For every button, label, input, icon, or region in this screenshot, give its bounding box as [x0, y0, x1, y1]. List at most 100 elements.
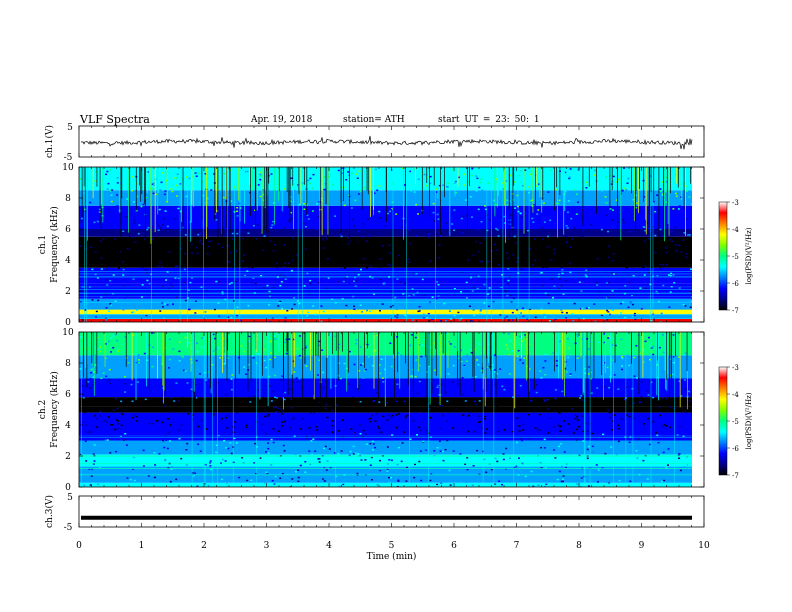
spectrum-speck — [497, 235, 500, 237]
spectrum-speck — [652, 396, 655, 399]
spectrum-speck — [385, 356, 387, 358]
spectrum-speck — [575, 363, 577, 365]
spectrum-speck — [646, 478, 649, 480]
spectrum-speck — [231, 299, 234, 301]
spectrum-speck — [431, 318, 434, 321]
spectrum-speck — [175, 184, 178, 187]
spectrum-speck — [96, 220, 99, 223]
spectrum-band — [79, 412, 692, 441]
spectrum-speck — [466, 297, 468, 299]
spectrum-speck — [338, 343, 341, 346]
spectrum-speck — [532, 221, 535, 223]
spectrum-speck — [231, 232, 234, 235]
spectrum-speck — [586, 430, 589, 432]
spectrum-speck — [503, 388, 506, 391]
spectrum-speck — [254, 442, 257, 445]
spectrum-speck — [341, 436, 344, 438]
spectrum-speck — [662, 451, 665, 454]
spectrum-speck — [368, 385, 371, 388]
spectrum-speck — [595, 433, 598, 435]
spectrum-speck — [544, 316, 547, 318]
spectrum-speck — [148, 282, 151, 285]
spectrum-speck — [99, 415, 102, 417]
spectrum-speck — [396, 336, 399, 338]
spectrum-speck — [440, 383, 443, 386]
spectrum-speck — [686, 190, 688, 192]
spectrum-speck — [365, 372, 368, 374]
spectrum-speck — [234, 421, 237, 423]
spectrum-speck — [124, 433, 127, 435]
spectrum-speck — [256, 244, 259, 246]
spectrum-speck — [94, 180, 97, 182]
spectrum-speck — [135, 209, 138, 212]
spectrum-speck — [221, 246, 224, 249]
time-tick-label: 4 — [326, 541, 332, 551]
spectrum-speck — [643, 423, 645, 425]
spectrum-speck — [271, 224, 274, 226]
spectrum-speck — [373, 400, 376, 402]
spectrum-speck — [131, 353, 134, 355]
spectrum-speck — [169, 282, 172, 284]
spectrum-speck — [378, 210, 381, 213]
spectrum-speck — [133, 222, 136, 224]
spectrum-speck — [137, 354, 140, 356]
spectrum-speck — [273, 463, 276, 465]
spectrum-speck — [331, 298, 334, 300]
spectrum-speck — [674, 226, 677, 228]
spectrum-speck — [229, 265, 232, 267]
spectrum-speck — [444, 391, 447, 394]
spectrum-speck — [609, 208, 612, 210]
spectrum-speck — [502, 453, 505, 455]
spectrum-speck — [530, 407, 533, 409]
spectrum-speck — [652, 403, 655, 406]
spectrum-speck — [372, 336, 375, 338]
spectrum-speck — [493, 354, 496, 356]
spectrum-speck — [547, 302, 550, 305]
spectrum-speck — [334, 231, 337, 233]
spectrum-speck — [329, 334, 331, 336]
spectrum-speck — [478, 415, 481, 417]
spectrum-speck — [362, 258, 365, 260]
spectrum-speck — [369, 257, 372, 259]
spectrum-speck — [396, 308, 399, 310]
spectrum-speck — [612, 253, 615, 255]
spectrum-speck — [435, 188, 437, 190]
spectrum-band — [79, 406, 692, 413]
spectrum-speck — [510, 295, 512, 297]
spectrum-speck — [460, 368, 463, 370]
spectrum-speck — [579, 486, 582, 487]
spectrum-speck — [571, 167, 574, 170]
spectrum-speck — [634, 318, 637, 321]
spectrum-speck — [416, 392, 419, 395]
spectrum-speck — [236, 412, 239, 414]
spectrum-speck — [604, 244, 607, 246]
spectrum-speck — [85, 424, 88, 426]
spectrum-speck — [367, 211, 370, 213]
spectrum-speck — [249, 191, 251, 194]
spectrum-speck — [334, 302, 337, 304]
spectrum-speck — [209, 465, 212, 467]
spectrum-speck — [351, 396, 354, 398]
spectrum-speck — [418, 364, 421, 367]
spectrum-speck — [566, 227, 569, 229]
spectrum-speck — [195, 247, 198, 249]
spectrum-speck — [682, 444, 685, 446]
spectrum-speck — [665, 181, 668, 183]
station-label: station= ATH — [343, 115, 405, 125]
spectrum-speck — [629, 374, 632, 376]
spectrum-speck — [100, 377, 103, 380]
spectrum-speck — [560, 285, 563, 287]
spectrum-speck — [507, 241, 510, 243]
spectrum-speck — [685, 256, 688, 259]
spectrum-speck — [228, 261, 231, 263]
spectrum-speck — [436, 483, 439, 486]
spectrum-speck — [379, 217, 382, 219]
spectrum-speck — [618, 427, 621, 430]
spectrum-speck — [109, 452, 112, 454]
spectrum-speck — [540, 377, 543, 379]
spectrum-speck — [165, 179, 168, 182]
spectrum-speck — [214, 256, 217, 258]
spectrum-speck — [186, 382, 189, 384]
spectrum-speck — [652, 420, 655, 422]
spectrum-speck — [215, 280, 218, 283]
